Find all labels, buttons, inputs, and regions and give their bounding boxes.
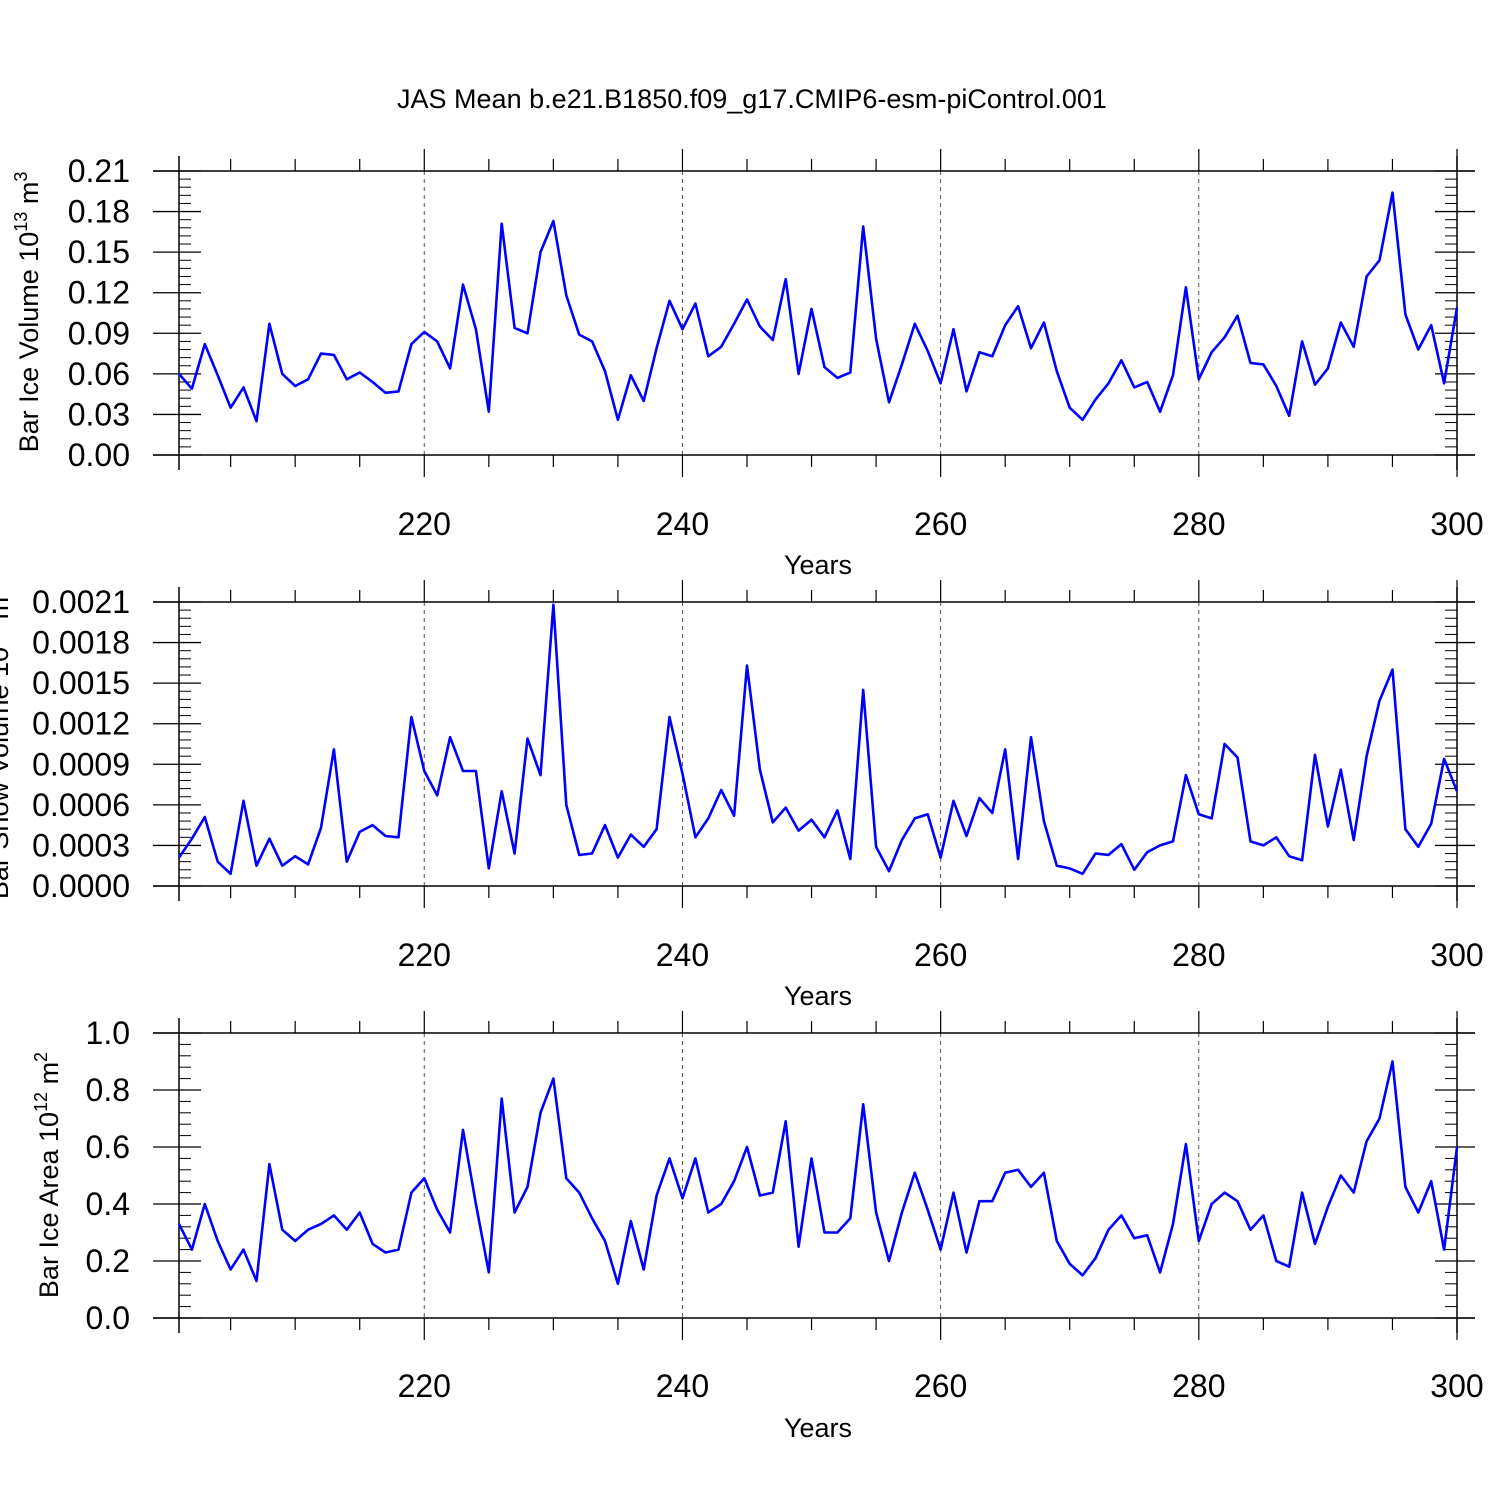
y-axis-label-part: 3 xyxy=(0,587,1,597)
chart-panel-1: 0.00 0.03 0.06 0.09 0.12 0.15 0.18 0.21 220 240 26… xyxy=(11,149,1484,580)
x-axis-label: Years xyxy=(784,550,852,580)
y-tick-label: 0.03 xyxy=(68,396,130,432)
y-tick-label: 0.4 xyxy=(86,1186,130,1222)
x-axis-label: Years xyxy=(784,1413,852,1443)
x-tick-label: 280 xyxy=(1172,506,1225,542)
x-tick-label: 280 xyxy=(1172,1368,1225,1404)
y-tick-label: 0.2 xyxy=(86,1243,130,1279)
x-tick-label: 300 xyxy=(1430,937,1483,973)
x-tick-label: 260 xyxy=(914,937,967,973)
chart-panel-3: 0.0 0.2 0.4 0.6 0.8 1.0 220 240 260 280 300 Years Ba… xyxy=(31,1011,1484,1443)
x-tick-label: 260 xyxy=(914,1368,967,1404)
y-axis-label: Bar Ice Volume 1013 m3 xyxy=(11,172,44,453)
y-axis-label-part: 13 xyxy=(0,627,1,647)
y-tick-label: 0.0012 xyxy=(32,706,130,742)
y-tick-label: 0.09 xyxy=(68,315,130,351)
y-axis-label-part: Bar Ice Area 10 xyxy=(34,1112,64,1298)
y-tick-label: 0.00 xyxy=(68,437,130,473)
y-tick-label: 0.0 xyxy=(86,1300,130,1336)
series-line xyxy=(177,1060,1459,1286)
y-tick-label: 0.0009 xyxy=(32,746,130,782)
y-tick-label: 0.6 xyxy=(86,1129,130,1165)
x-tick-label: 280 xyxy=(1172,937,1225,973)
y-tick-label: 1.0 xyxy=(86,1015,130,1051)
y-axis-label-part: 13 xyxy=(11,212,31,232)
y-tick-label: 0.06 xyxy=(68,356,130,392)
x-tick-label: 300 xyxy=(1430,506,1483,542)
y-axis-label-part: m xyxy=(34,1062,64,1092)
y-axis-label: Bar Snow Volume 1013 m3 xyxy=(0,587,14,899)
x-tick-label: 240 xyxy=(656,506,709,542)
chart-panel-2: 0.0000 0.0003 0.0006 0.0009 0.0012 0.0015 0.00… xyxy=(0,580,1484,1011)
x-tick-label: 240 xyxy=(656,937,709,973)
chart-title: JAS Mean b.e21.B1850.f09_g17.CMIP6-esm-p… xyxy=(397,84,1107,114)
y-axis-label-part: 12 xyxy=(31,1092,51,1112)
x-tick-label: 220 xyxy=(398,937,451,973)
y-axis-label-part: Bar Snow Volume 10 xyxy=(0,647,14,899)
x-tick-label: 240 xyxy=(656,1368,709,1404)
x-tick-label: 220 xyxy=(398,1368,451,1404)
series-line xyxy=(177,603,1459,876)
y-tick-label: 0.0021 xyxy=(32,584,130,620)
y-tick-label: 0.0003 xyxy=(32,827,130,863)
y-tick-label: 0.0006 xyxy=(32,787,130,823)
x-tick-label: 260 xyxy=(914,506,967,542)
y-axis-label: Bar Ice Area 1012 m2 xyxy=(31,1052,64,1298)
x-tick-label: 300 xyxy=(1430,1368,1483,1404)
y-tick-label: 0.8 xyxy=(86,1072,130,1108)
y-axis-label-part: 2 xyxy=(31,1052,51,1062)
y-tick-label: 0.0018 xyxy=(32,625,130,661)
y-tick-label: 0.18 xyxy=(68,194,130,230)
x-tick-label: 220 xyxy=(398,506,451,542)
y-tick-label: 0.12 xyxy=(68,275,130,311)
y-tick-label: 0.0000 xyxy=(32,868,130,904)
y-tick-label: 0.21 xyxy=(68,153,130,189)
y-axis-label-part: Bar Ice Volume 10 xyxy=(14,232,44,453)
series-line xyxy=(178,191,1459,423)
y-axis-label-part: 3 xyxy=(11,172,31,182)
x-axis-label: Years xyxy=(784,981,852,1011)
y-tick-label: 0.0015 xyxy=(32,665,130,701)
y-axis-label-part: m xyxy=(0,597,14,627)
y-axis-label-part: m xyxy=(14,182,44,212)
y-tick-label: 0.15 xyxy=(68,234,130,270)
